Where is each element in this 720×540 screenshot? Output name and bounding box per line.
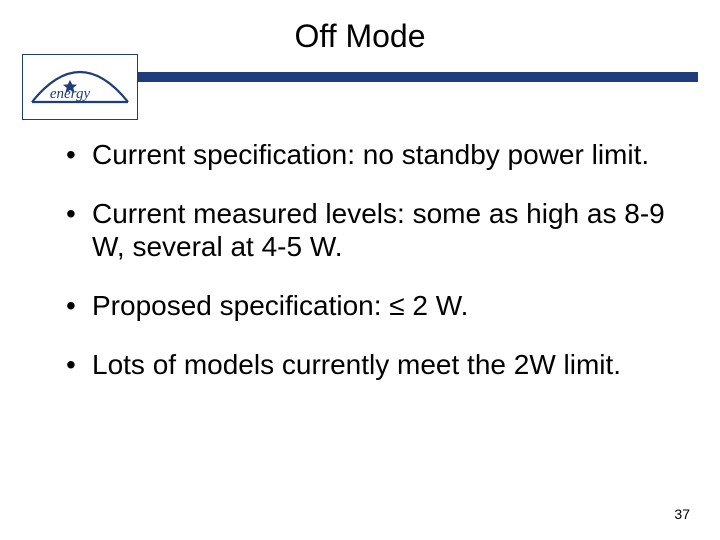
bullet-list: Current specification: no standby power … xyxy=(62,138,682,381)
page-number: 37 xyxy=(674,506,690,522)
list-item: Lots of models currently meet the 2W lim… xyxy=(62,348,682,381)
logo-container: energy xyxy=(22,54,138,120)
svg-text:energy: energy xyxy=(50,86,91,102)
content-area: Current specification: no standby power … xyxy=(62,138,682,407)
list-item: Current measured levels: some as high as… xyxy=(62,197,682,263)
energy-star-logo-icon: energy xyxy=(26,58,134,116)
slide: Off Mode energy Current specification: n… xyxy=(0,0,720,540)
page-title: Off Mode xyxy=(0,18,720,55)
list-item: Proposed specification: ≤ 2 W. xyxy=(62,289,682,322)
list-item: Current specification: no standby power … xyxy=(62,138,682,171)
